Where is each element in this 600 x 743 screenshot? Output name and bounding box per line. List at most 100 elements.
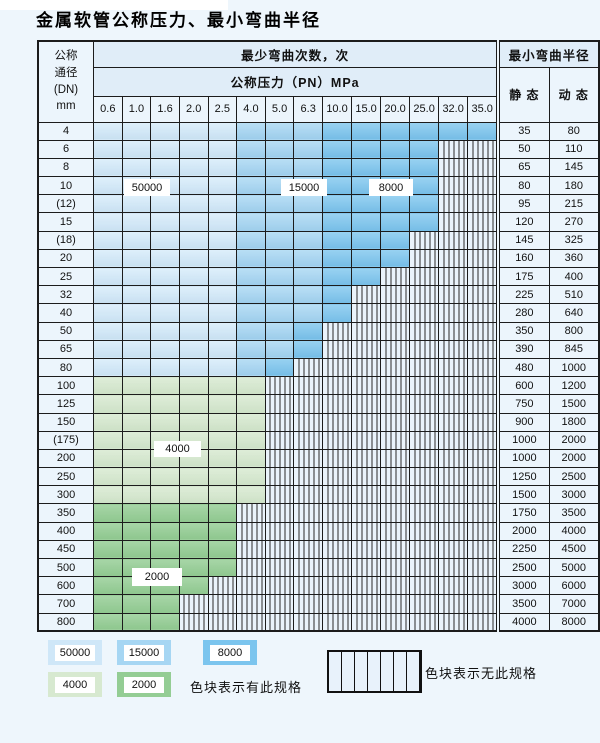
table-row-dn-400: 400 2000 4000 xyxy=(37,521,600,541)
static-radius-cell: 750 xyxy=(496,394,550,414)
legend-swatch-50000: 50000 xyxy=(48,640,102,665)
cell-spec xyxy=(351,157,382,178)
cell-no-spec xyxy=(322,467,353,487)
table-row-dn-32: 32 225 510 xyxy=(37,285,600,305)
cell-no-spec xyxy=(293,448,324,469)
dynamic-radius-cell: 110 xyxy=(548,139,600,159)
cell-no-spec xyxy=(322,448,353,469)
dn-cell: 450 xyxy=(37,539,95,560)
cell-no-spec xyxy=(351,412,382,432)
cell-spec xyxy=(93,612,123,632)
dynamic-radius-cell: 3500 xyxy=(548,503,600,523)
cell-spec xyxy=(121,448,152,469)
dn-cell: 400 xyxy=(37,521,95,541)
cell-no-spec xyxy=(380,612,411,632)
cell-spec xyxy=(351,266,382,287)
dn-cell: 100 xyxy=(37,376,95,396)
header-pressure-20.0: 20.0 xyxy=(380,95,411,123)
cell-no-spec xyxy=(293,576,324,596)
cell-spec xyxy=(178,467,209,487)
cell-spec xyxy=(93,339,123,359)
cell-no-spec xyxy=(438,448,469,469)
cell-spec xyxy=(121,212,152,232)
cell-spec xyxy=(322,139,353,159)
dn-cell: 300 xyxy=(37,485,95,505)
static-radius-cell: 280 xyxy=(496,303,550,323)
cell-spec xyxy=(178,212,209,232)
cell-no-spec xyxy=(322,576,353,596)
cell-no-spec xyxy=(380,467,411,487)
cell-spec xyxy=(93,321,123,341)
cell-no-spec xyxy=(264,448,295,469)
cell-spec xyxy=(150,212,180,232)
spec-table-body: 4 35 80 6 50 110 8 65 145 10 80 180 (12) 95 215 15 120 27… xyxy=(37,121,600,632)
cell-no-spec xyxy=(438,576,469,596)
cell-spec xyxy=(207,539,238,560)
cell-spec xyxy=(236,412,266,432)
cell-spec xyxy=(264,212,295,232)
cell-no-spec xyxy=(351,576,382,596)
cell-spec xyxy=(264,121,295,141)
cell-no-spec xyxy=(264,503,295,523)
cell-no-spec xyxy=(467,194,499,214)
cell-spec xyxy=(121,321,152,341)
cell-no-spec xyxy=(438,266,469,287)
cell-spec xyxy=(236,485,266,505)
header-nominal-pressure: 公称压力（PN）MPa xyxy=(93,66,499,97)
cell-spec xyxy=(409,121,440,141)
legend-swatch-8000: 8000 xyxy=(203,640,257,665)
cell-spec xyxy=(150,503,180,523)
cell-no-spec xyxy=(380,594,411,614)
dynamic-radius-cell: 400 xyxy=(548,266,600,287)
cell-spec xyxy=(207,285,238,305)
cell-spec xyxy=(207,430,238,450)
cell-no-spec xyxy=(264,612,295,632)
dn-cell: 150 xyxy=(37,412,95,432)
cell-no-spec xyxy=(236,557,266,578)
cell-spec xyxy=(93,576,123,596)
cell-spec xyxy=(150,467,180,487)
cell-spec xyxy=(150,230,180,250)
static-radius-cell: 600 xyxy=(496,376,550,396)
cell-spec xyxy=(150,357,180,378)
cell-no-spec xyxy=(264,485,295,505)
dynamic-radius-cell: 4500 xyxy=(548,539,600,560)
cell-spec xyxy=(293,339,324,359)
cell-no-spec xyxy=(351,303,382,323)
cell-spec xyxy=(150,394,180,414)
dn-cell: 700 xyxy=(37,594,95,614)
cell-no-spec xyxy=(351,557,382,578)
dn-cell: (12) xyxy=(37,194,95,214)
cell-no-spec xyxy=(293,539,324,560)
cell-no-spec xyxy=(351,612,382,632)
cell-spec xyxy=(150,412,180,432)
dynamic-radius-cell: 1000 xyxy=(548,357,600,378)
header-pressure-values-row: 0.6 1.0 1.6 2.0 2.5 4.0 5.0 6.3 10.0 15.0 20.0 25.0… xyxy=(38,95,599,123)
cell-no-spec xyxy=(293,612,324,632)
cell-no-spec xyxy=(380,303,411,323)
cell-spec xyxy=(121,503,152,523)
cell-spec xyxy=(293,194,324,214)
cell-no-spec xyxy=(438,539,469,560)
cell-no-spec xyxy=(351,285,382,305)
cell-spec xyxy=(150,539,180,560)
cell-spec xyxy=(236,448,266,469)
cell-spec xyxy=(236,212,266,232)
cell-spec xyxy=(207,485,238,505)
spec-table: 公称 通径 (DN) mm 最少弯曲次数，次 最小弯曲半径 公称压力（PN）MP… xyxy=(37,40,600,633)
table-row-dn-500: 500 2500 5000 xyxy=(37,557,600,578)
cell-spec xyxy=(207,157,238,178)
dynamic-radius-cell: 360 xyxy=(548,248,600,269)
cell-spec xyxy=(178,230,209,250)
cell-spec xyxy=(236,157,266,178)
dn-cell: 80 xyxy=(37,357,95,378)
cell-no-spec xyxy=(467,448,499,469)
cell-no-spec xyxy=(438,357,469,378)
cell-no-spec xyxy=(351,394,382,414)
table-row-dn-50: 50 350 800 xyxy=(37,321,600,341)
header-pressure-35.0: 35.0 xyxy=(467,95,499,123)
table-row-dn-700: 700 3500 7000 xyxy=(37,594,600,614)
cell-spec xyxy=(121,139,152,159)
table-row-dn-6: 6 50 110 xyxy=(37,139,600,159)
cell-spec xyxy=(150,594,180,614)
